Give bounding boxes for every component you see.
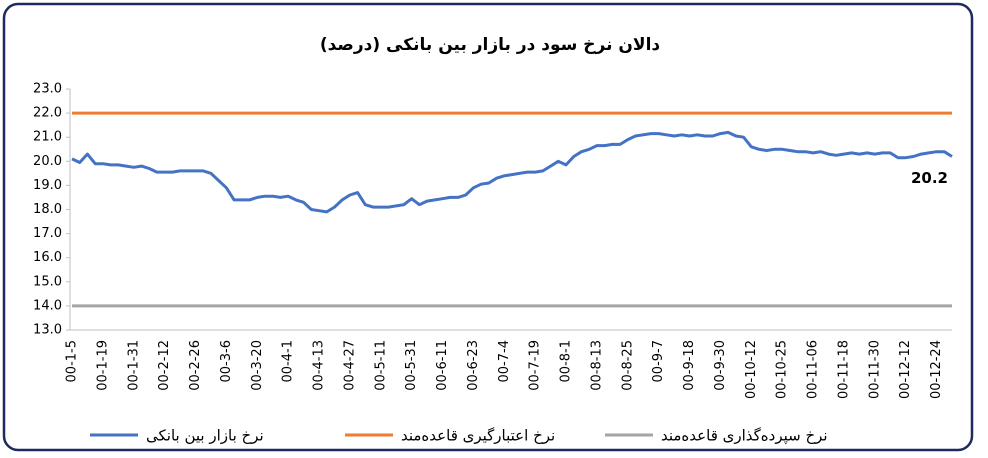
x-tick-label: 00-2-12 — [157, 340, 172, 391]
y-tick-label: 23.0 — [33, 82, 62, 97]
x-tick-label: 00-1-19 — [95, 340, 110, 391]
x-tick-label: 00-8-25 — [620, 340, 635, 391]
x-tick-label: 00-12-24 — [929, 340, 944, 399]
x-tick-label: 00-10-12 — [744, 340, 759, 399]
data-label: 20.2 — [911, 169, 948, 187]
legend-label: نرخ اعتبارگیری قاعده‌مند — [401, 427, 555, 445]
x-tick-label: 00-10-25 — [775, 340, 790, 399]
x-tick-label: 00-2-26 — [188, 340, 203, 391]
x-tick-label: 00-5-31 — [404, 340, 419, 391]
x-tick-label: 00-9-18 — [682, 340, 697, 391]
x-tick-label: 00-8-13 — [589, 340, 604, 391]
x-tick-label: 00-11-06 — [806, 340, 821, 399]
x-tick-label: 00-3-6 — [219, 340, 234, 382]
y-tick-label: 20.0 — [33, 154, 62, 169]
y-tick-label: 15.0 — [33, 274, 62, 289]
chart-frame — [2, 2, 974, 452]
x-tick-label: 00-3-20 — [250, 340, 265, 391]
y-tick-label: 19.0 — [33, 178, 62, 193]
x-tick-label: 00-1-5 — [65, 340, 80, 382]
chart-title: دالان نرخ سود در بازار بین بانکی (درصد) — [320, 35, 661, 55]
y-tick-label: 22.0 — [33, 106, 62, 121]
x-tick-label: 00-4-13 — [312, 340, 327, 391]
x-tick-label: 00-11-30 — [867, 340, 882, 399]
x-tick-label: 00-9-7 — [651, 340, 666, 382]
x-tick-label: 00-4-27 — [342, 340, 357, 391]
x-tick-label: 00-1-31 — [126, 340, 141, 391]
x-tick-label: 00-9-30 — [713, 340, 728, 391]
legend-label: نرخ سپرده‌گذاری قاعده‌مند — [661, 427, 828, 446]
x-tick-label: 00-6-23 — [466, 340, 481, 391]
x-tick-label: 00-7-4 — [497, 340, 512, 382]
x-tick-label: 00-6-11 — [435, 340, 450, 391]
x-tick-label: 00-12-12 — [898, 340, 913, 399]
y-tick-label: 14.0 — [33, 298, 62, 313]
x-tick-label: 00-5-11 — [373, 340, 388, 391]
x-tick-label: 00-7-19 — [528, 340, 543, 391]
x-tick-label: 00-8-1 — [559, 340, 574, 382]
legend-label: نرخ بازار بین بانکی — [146, 427, 264, 445]
y-tick-label: 13.0 — [33, 323, 62, 338]
x-tick-label: 00-4-1 — [281, 340, 296, 382]
series-line — [71, 130, 953, 214]
y-tick-label: 16.0 — [33, 250, 62, 265]
y-tick-label: 17.0 — [33, 226, 62, 241]
y-tick-label: 21.0 — [33, 130, 62, 145]
x-tick-label: 00-11-18 — [836, 340, 851, 399]
y-tick-label: 18.0 — [33, 202, 62, 217]
